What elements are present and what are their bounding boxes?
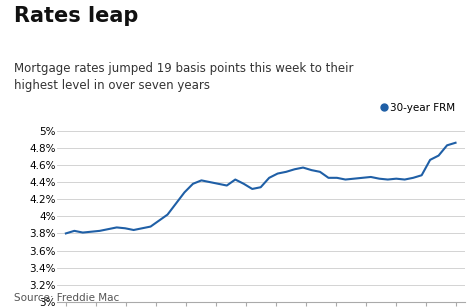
Text: Mortgage rates jumped 19 basis points this week to their
highest level in over s: Mortgage rates jumped 19 basis points th…: [14, 62, 354, 91]
Text: Source: Freddie Mac: Source: Freddie Mac: [14, 294, 119, 303]
Legend: 30-year FRM: 30-year FRM: [377, 98, 459, 117]
Text: Rates leap: Rates leap: [14, 6, 138, 26]
